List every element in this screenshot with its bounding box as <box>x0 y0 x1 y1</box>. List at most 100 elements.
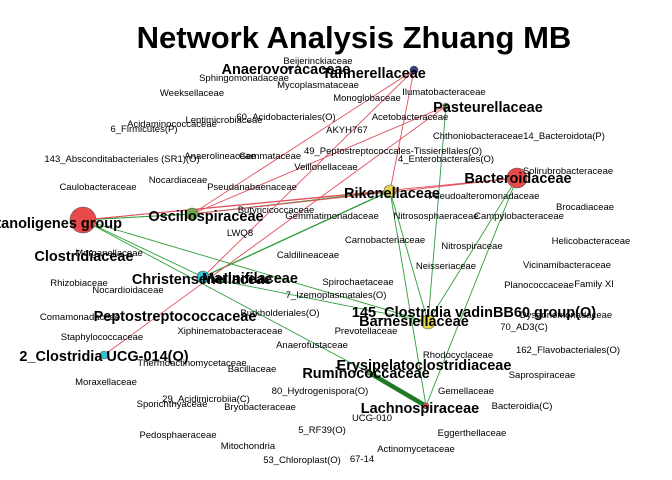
taxon-label: 143_Absconditabacteriales (SR1)(O) <box>44 154 199 165</box>
hub-taxon-label: Peptostreptococcaceae <box>94 309 257 325</box>
node-2-clostridia-ucg014 <box>99 350 109 360</box>
edge-rik-lach <box>389 190 427 407</box>
taxon-label: Vicinamibacteraceae <box>523 260 611 271</box>
taxon-label: Sporichthyaceae <box>137 399 208 410</box>
taxon-label: 29_Acidimicrobiia(C) <box>162 394 250 405</box>
edge-rik-barn <box>389 190 429 323</box>
taxon-label: Caulobacteraceae <box>59 182 136 193</box>
edge-bact-barn <box>427 177 518 323</box>
edge-layer <box>82 69 518 408</box>
taxon-label: Acetobacteraceae <box>372 112 449 123</box>
hub-taxon-label: Anaerovoracaceae <box>222 62 351 78</box>
taxon-label: Acidaminococcaceae <box>127 119 217 130</box>
taxon-label: 6_Firmicutes(P) <box>110 124 177 135</box>
hub-taxon-label: [Eubacterium] coprostanoligenes group <box>0 216 122 232</box>
page-title: Network Analysis Zhuang MB <box>136 20 572 55</box>
label-layer: Beijerinckiaceae SphingomonadaceaeMycopla… <box>0 56 630 466</box>
hub-taxon-label: Barnesiellaceae <box>359 314 469 330</box>
edge-tann-rik <box>389 69 415 192</box>
hub-taxon-label: Christensenellaceae <box>132 272 272 288</box>
taxon-label: Bryobacteraceae <box>224 402 296 413</box>
taxon-label: Nocardioidaceae <box>92 285 163 296</box>
taxon-label: Gemellaceae <box>438 386 494 397</box>
taxon-label: Comamonadaceae <box>40 312 120 323</box>
taxon-label: AKYH767 <box>326 125 368 136</box>
taxon-label: Burkholderiales(O) <box>240 308 319 319</box>
edge-chr-barn <box>202 276 429 323</box>
node-oscillospiraceae <box>185 207 199 221</box>
edge-egc-chr <box>82 219 204 278</box>
taxon-label: Pseudanabaenaceae <box>207 182 297 193</box>
taxon-label: Rhizobiaceae <box>50 278 108 289</box>
edge-egc-rum <box>82 219 369 373</box>
taxon-label: 70_AD3(C) <box>500 322 548 333</box>
hub-taxon-label: Bacteroidaceae <box>464 171 571 187</box>
edge-egc-bact <box>82 177 518 221</box>
taxon-label: Nitrospiraceae <box>441 241 502 252</box>
taxon-label: Gemmatimonadaceae <box>285 211 378 222</box>
node-layer <box>69 65 528 410</box>
node-eubacterium-coprostanoligenes <box>69 206 97 234</box>
taxon-label: 60_Acidobacteriales(O) <box>236 112 335 123</box>
node-anaerovoracaceae <box>287 65 293 71</box>
taxon-label: Prevotellaceae <box>335 326 398 337</box>
taxon-label: 7_Izemoplasmatales(O) <box>286 290 387 301</box>
hub-taxon-label: Erysipelatoclostridiaceae <box>337 358 512 374</box>
edge-c2-past <box>103 105 447 356</box>
taxon-label: Xiphinematobacteraceae <box>177 326 282 337</box>
node-tannerellaceae <box>409 65 419 75</box>
taxon-label: 80_Hydrogenispora(O) <box>272 386 369 397</box>
taxon-label: Veillonellaceae <box>294 162 357 173</box>
taxon-label: 67-14 <box>350 454 374 465</box>
taxon-label: Actinomycetaceae <box>377 444 455 455</box>
taxon-label: Neisseriaceae <box>416 261 476 272</box>
node-rikenellaceae <box>383 184 397 198</box>
taxon-label: Brocadiaceae <box>556 202 614 213</box>
hub-taxon-label: Oscillospiraceae <box>148 209 263 225</box>
taxon-label: Family XI <box>574 279 614 290</box>
hub-taxon-label: Marinifilaceae <box>202 271 298 287</box>
taxon-label: 53_Chloroplast(O) <box>263 455 341 466</box>
edge-egc-barn <box>82 219 429 323</box>
hub-taxon-label: Ruminococcaceae <box>302 366 429 382</box>
taxon-label: Staphylococcaceae <box>61 332 143 343</box>
hub-taxon-label: Tannerellaceae <box>322 66 426 82</box>
taxon-label: Solirubrobacteraceae <box>523 166 613 177</box>
taxon-label: Helicobacteraceae <box>552 236 631 247</box>
taxon-label: Caldilineaceae <box>277 250 339 261</box>
taxon-label: Spirochaetaceae <box>322 277 393 288</box>
taxon-label: Lentimicrobiaceae <box>185 115 262 126</box>
taxon-label: Pedosphaeraceae <box>139 430 216 441</box>
taxon-label: Carnobacteriaceae <box>345 235 425 246</box>
taxon-label: 49_Peptostreptococcales-Tissierellales(O… <box>304 146 482 157</box>
edge-osc-bact <box>191 177 518 215</box>
taxon-label: Monoglobaceae <box>333 93 401 104</box>
taxon-label: Pseudoalteromonadaceae <box>429 191 540 202</box>
taxon-label: 162_Flavobacteriales(O) <box>516 345 620 356</box>
node-bacteroidaceae <box>506 167 528 189</box>
taxon-label: Nitrososphaeraceae <box>393 211 478 222</box>
taxon-label: Ilumatobacteraceae <box>402 87 485 98</box>
taxon-label: Butyricicoccaceae <box>238 205 315 216</box>
taxon-label: Chthoniobacteraceae <box>433 131 523 142</box>
taxon-label: Anaerofustaceae <box>276 340 348 351</box>
taxon-label: Sphingomonadaceae <box>199 73 289 84</box>
taxon-label: Gemmataceae <box>239 151 301 162</box>
hub-taxon-label: Pasteurellaceae <box>433 100 543 116</box>
taxon-label: Dysgonomonadaceae <box>520 310 612 321</box>
hub-taxon-label: Clostridiaceae <box>34 249 133 265</box>
taxon-label: Bacillaceae <box>228 364 277 375</box>
taxon-label: Beijerinckiaceae <box>283 56 352 67</box>
taxon-label: Saprospiraceae <box>509 370 576 381</box>
taxon-label: Bacteroidia(C) <box>492 401 553 412</box>
taxon-label: 4_Enterobacterales(O) <box>398 154 494 165</box>
taxon-label: Rhodocyclaceae <box>423 350 493 361</box>
node-pasteurellaceae <box>442 102 450 110</box>
edge-osc-tann <box>191 69 415 215</box>
edge-chr-tann <box>202 69 415 278</box>
taxon-label: Planococcaceae <box>504 280 574 291</box>
taxon-label: Campylobacteraceae <box>474 211 564 222</box>
edge-past-barn <box>427 105 447 323</box>
taxon-label: Mycoplasmataceae <box>277 80 359 91</box>
node-lachnospiraceae <box>422 402 430 410</box>
